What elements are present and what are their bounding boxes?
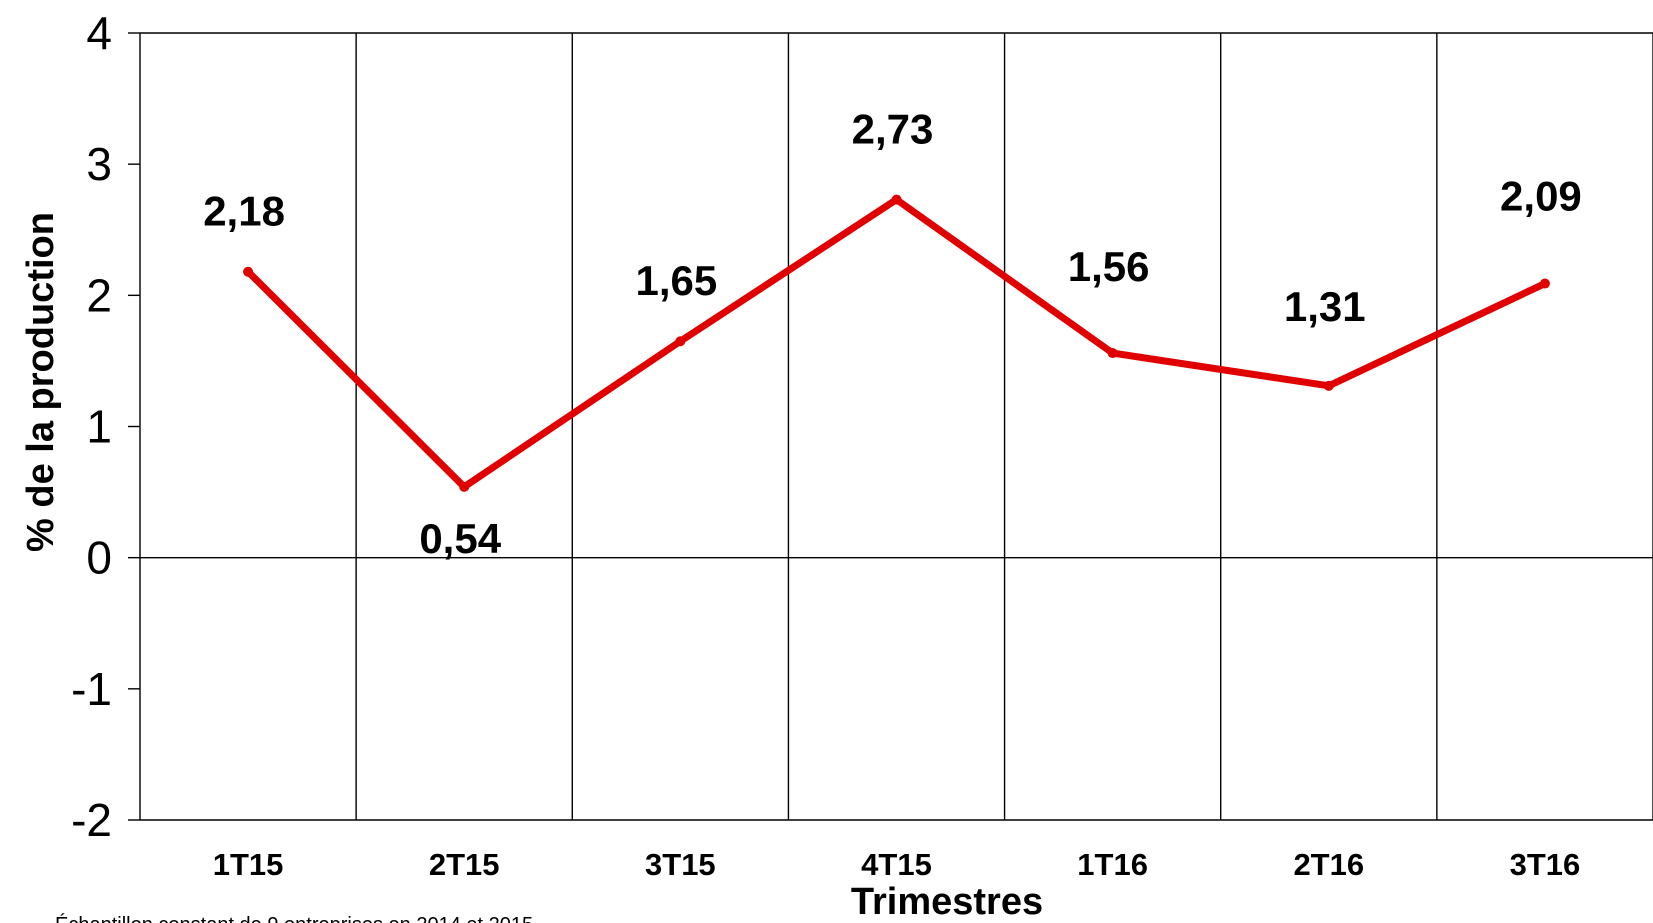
data-point — [891, 194, 902, 205]
y-tick-label: 2 — [86, 269, 112, 321]
x-tick-label: 2T15 — [429, 847, 500, 882]
x-tick-label: 1T15 — [213, 847, 284, 882]
data-label: 2,09 — [1500, 173, 1582, 220]
y-tick-label: 0 — [86, 532, 112, 584]
x-tick-label: 3T15 — [645, 847, 716, 882]
x-axis-label: Trimestres — [851, 881, 1043, 923]
data-label: 2,18 — [203, 188, 285, 235]
y-tick-label: 4 — [86, 7, 112, 59]
y-tick-label: 3 — [86, 138, 112, 190]
data-label: 2,73 — [852, 106, 934, 153]
x-tick-label: 3T16 — [1510, 847, 1581, 882]
y-tick-label: -1 — [71, 663, 112, 715]
series-line-group — [243, 194, 1550, 492]
y-tick-label: -2 — [71, 794, 112, 846]
data-label: 1,31 — [1284, 283, 1366, 330]
data-point — [1539, 278, 1550, 289]
y-tick-label: 1 — [86, 401, 112, 453]
y-axis-label: % de la production — [20, 212, 62, 552]
x-tick-label: 4T15 — [861, 847, 932, 882]
x-tick-label: 2T16 — [1293, 847, 1364, 882]
data-point — [459, 481, 470, 492]
data-point — [1107, 348, 1118, 359]
series-line — [244, 196, 1549, 491]
x-tick-label: 1T16 — [1077, 847, 1148, 882]
data-point — [1323, 380, 1334, 391]
x-axis-ticks: 1T15 2T15 3T15 4T15 1T16 2T16 3T16 — [213, 847, 1581, 882]
data-label: 1,65 — [635, 257, 717, 304]
data-label: 0,54 — [419, 515, 501, 562]
data-point — [675, 336, 686, 347]
data-point — [243, 266, 254, 277]
footnote: Échantillon constant de 9 entreprises en… — [55, 913, 533, 923]
plot-grid — [139, 32, 1653, 821]
data-labels: 2,18 0,54 1,65 2,73 1,56 1,31 2,09 — [203, 106, 1582, 562]
y-axis-ticks: -2 -1 0 1 2 3 4 — [71, 7, 140, 846]
data-label: 1,56 — [1068, 243, 1150, 290]
